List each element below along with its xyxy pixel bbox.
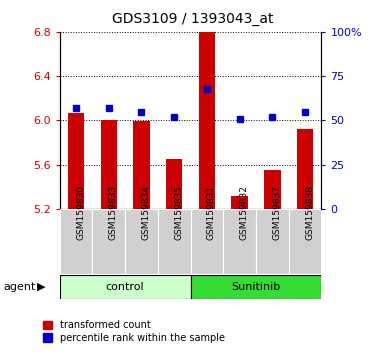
- Bar: [60, 275, 191, 299]
- Text: GSM159830: GSM159830: [76, 185, 85, 240]
- Text: GSM159832: GSM159832: [239, 185, 249, 240]
- Bar: [191, 275, 321, 299]
- Bar: [92, 209, 125, 274]
- Bar: [68, 113, 84, 209]
- Bar: [191, 209, 223, 274]
- Text: ▶: ▶: [37, 282, 45, 292]
- Text: GSM159834: GSM159834: [142, 185, 151, 240]
- Bar: [264, 170, 281, 209]
- Text: agent: agent: [4, 282, 36, 292]
- Text: GSM159835: GSM159835: [174, 185, 183, 240]
- Bar: [231, 195, 248, 209]
- Bar: [60, 209, 92, 274]
- Bar: [166, 159, 182, 209]
- Text: GDS3109 / 1393043_at: GDS3109 / 1393043_at: [112, 12, 273, 27]
- Bar: [158, 209, 191, 274]
- Text: Sunitinib: Sunitinib: [231, 282, 281, 292]
- Bar: [256, 209, 289, 274]
- Bar: [125, 209, 158, 274]
- Text: GSM159837: GSM159837: [273, 185, 281, 240]
- Bar: [223, 209, 256, 274]
- Legend: transformed count, percentile rank within the sample: transformed count, percentile rank withi…: [44, 320, 225, 343]
- Bar: [100, 120, 117, 209]
- Bar: [133, 121, 150, 209]
- Text: GSM159831: GSM159831: [207, 185, 216, 240]
- Bar: [297, 129, 313, 209]
- Text: control: control: [106, 282, 144, 292]
- Bar: [289, 209, 321, 274]
- Bar: [199, 32, 215, 209]
- Text: GSM159833: GSM159833: [109, 185, 118, 240]
- Text: GSM159838: GSM159838: [305, 185, 314, 240]
